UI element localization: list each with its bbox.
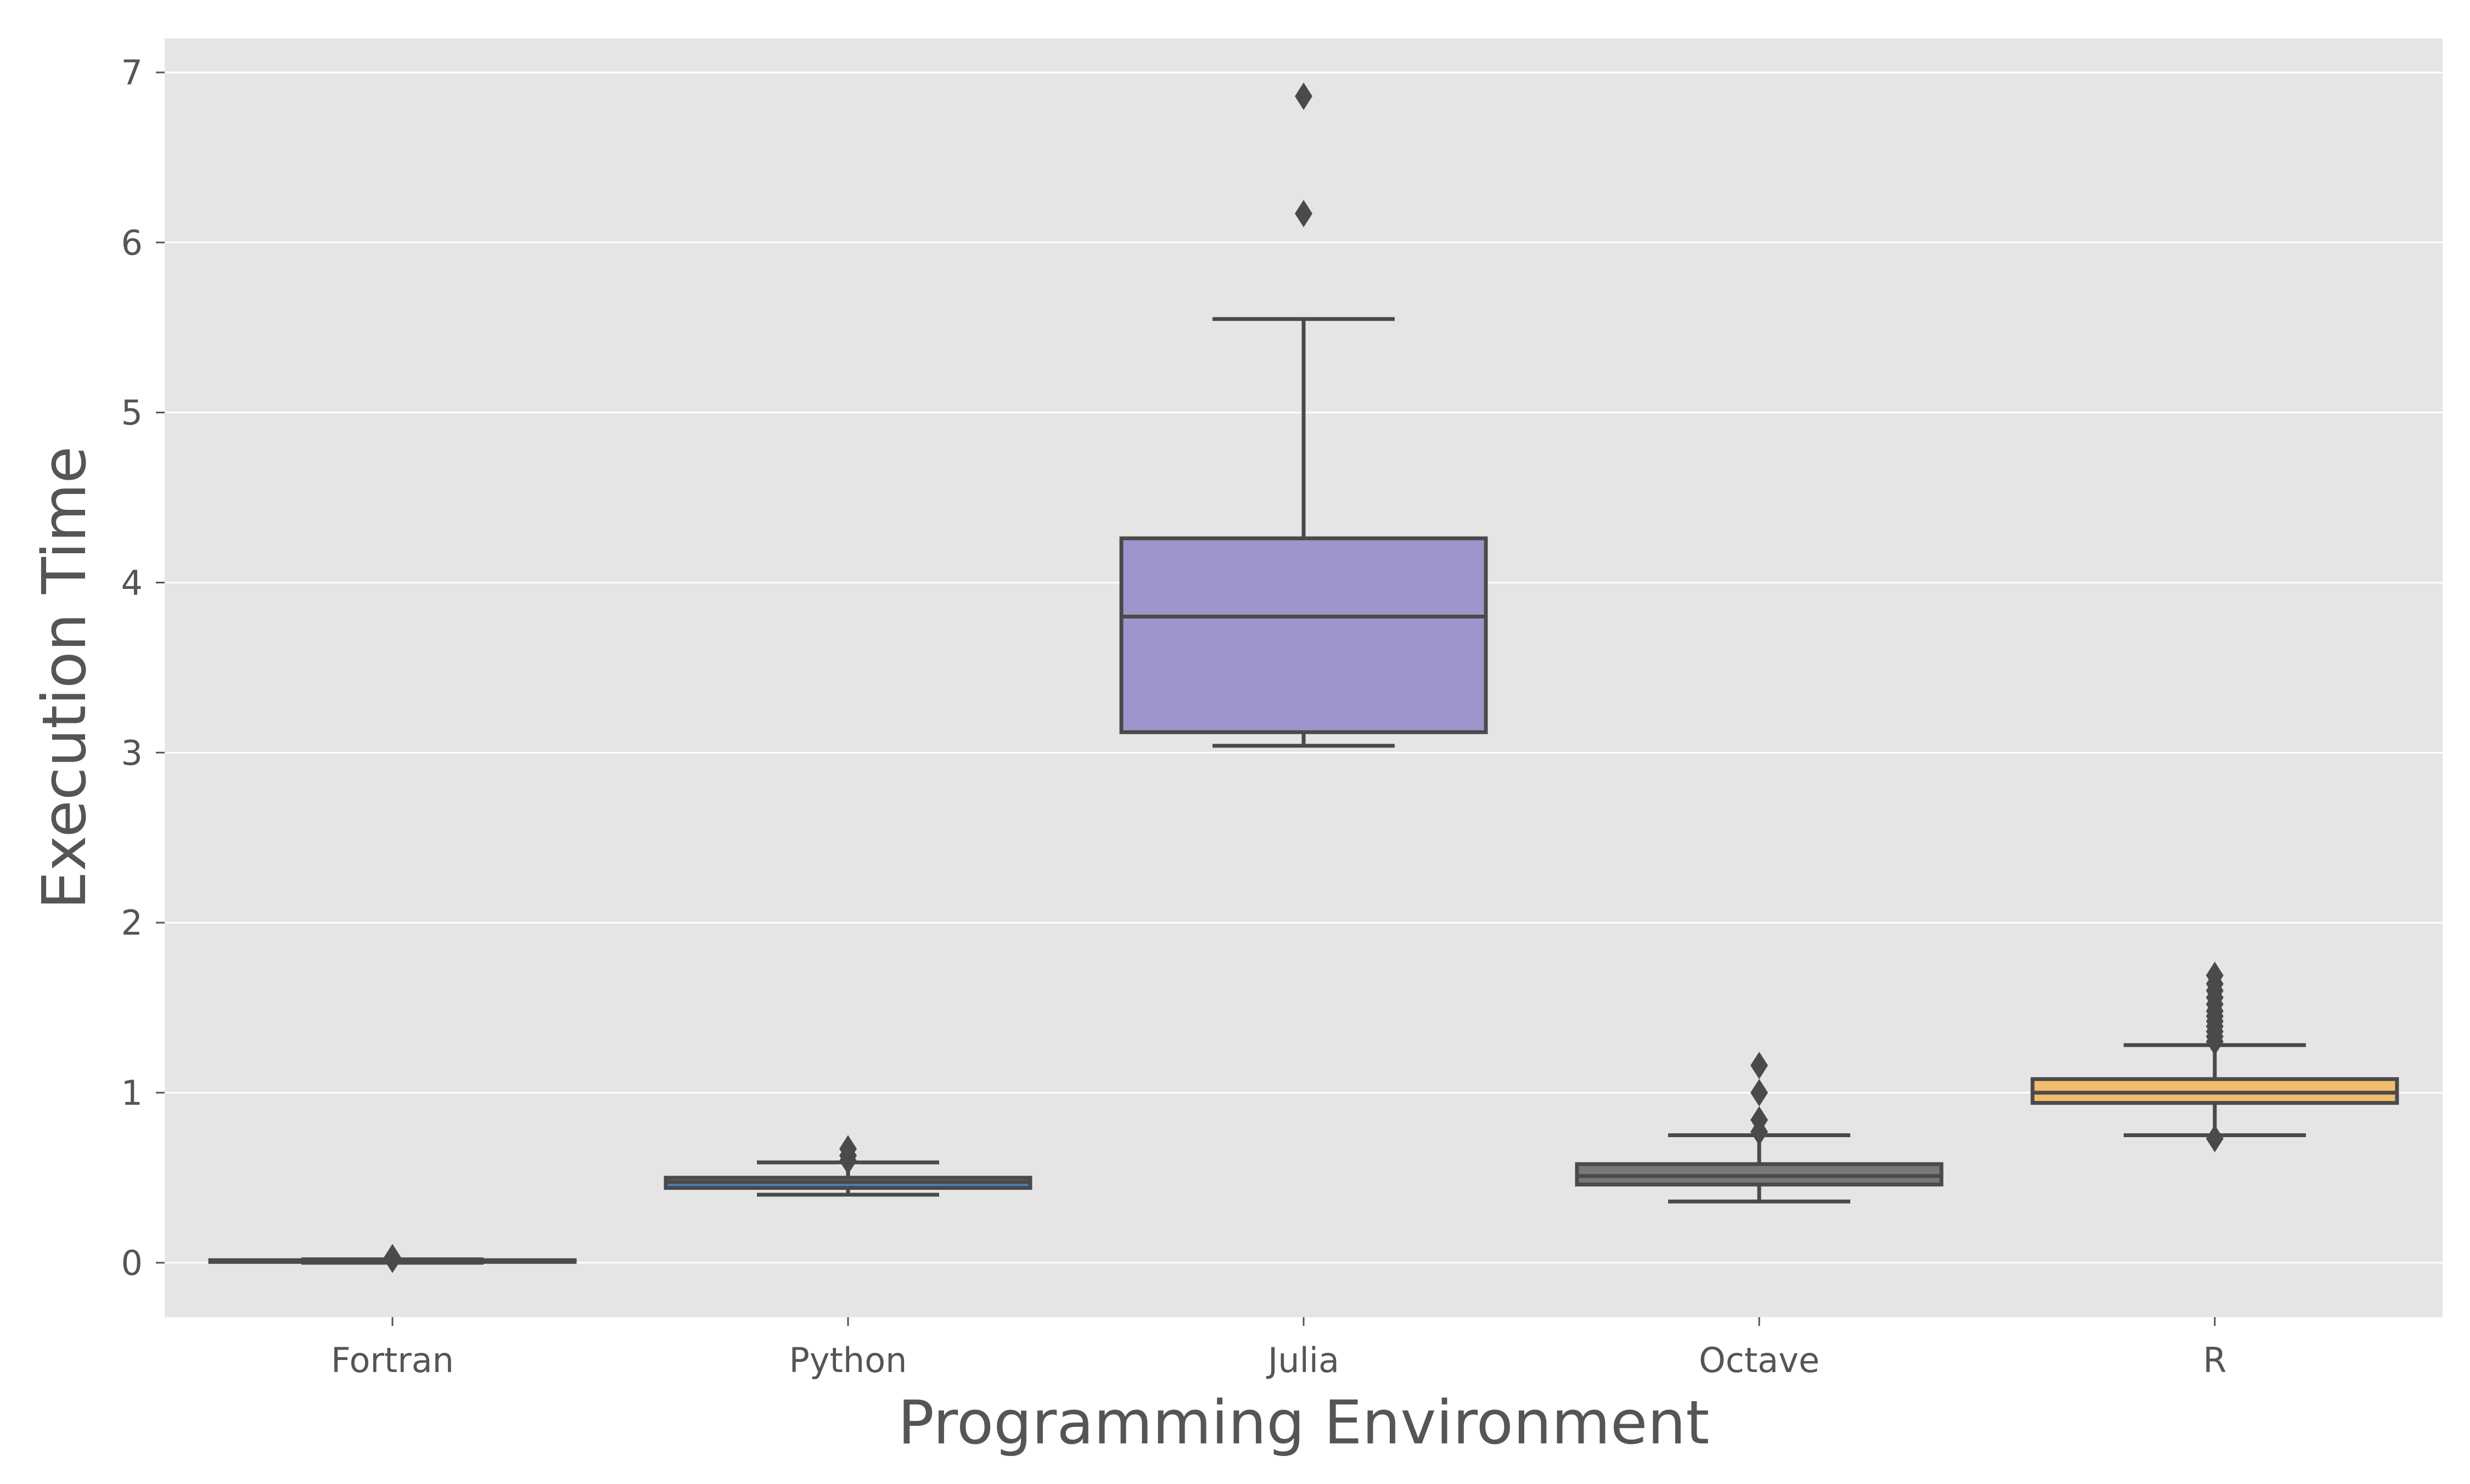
outlier-point (1750, 1106, 1768, 1134)
x-axis-label: Programming Environment (898, 1387, 1710, 1458)
outlier-point (2206, 962, 2224, 990)
y-tick-label: 1 (121, 1073, 143, 1113)
y-tick-labels: 0 1 2 3 4 5 6 7 (121, 53, 165, 1283)
box-body (1119, 536, 1488, 734)
box-group-fortran (208, 1244, 577, 1273)
y-tick-label: 7 (121, 53, 143, 93)
x-tick-label: Octave (1699, 1340, 1820, 1380)
x-tick-label: Julia (1266, 1340, 1339, 1380)
box-group-python (664, 1135, 1032, 1197)
outlier-point (1750, 1052, 1768, 1080)
y-tick-label: 0 (121, 1243, 143, 1283)
box-group-octave (1575, 1052, 1944, 1204)
outlier-point (839, 1135, 857, 1163)
x-tick-labels: Fortran Python Julia Octave R (331, 1317, 2227, 1380)
outlier-point (1295, 200, 1312, 228)
y-tick-label: 4 (121, 563, 143, 603)
x-tick-label: Python (789, 1340, 907, 1380)
outlier-point (2206, 1125, 2224, 1153)
box-group-r (2030, 962, 2399, 1153)
outlier-point (384, 1244, 401, 1272)
y-axis-label: Execution Time (29, 446, 99, 909)
y-tick-label: 3 (121, 733, 143, 773)
boxes (208, 82, 2399, 1273)
x-tick-label: R (2203, 1340, 2226, 1380)
outlier-point (1295, 82, 1312, 110)
y-tick-label: 6 (121, 223, 143, 263)
box-group-julia (1119, 82, 1488, 748)
outlier-point (1750, 1079, 1768, 1107)
y-tick-label: 2 (121, 903, 143, 943)
x-tick-label: Fortran (331, 1340, 454, 1380)
y-tick-label: 5 (121, 393, 143, 433)
